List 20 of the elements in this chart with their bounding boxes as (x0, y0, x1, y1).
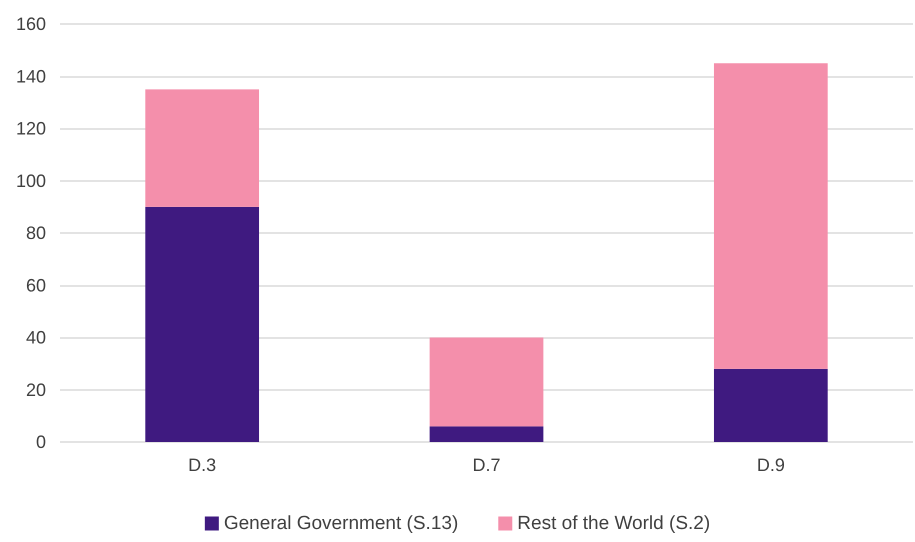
bar (714, 63, 828, 369)
y-tick-label: 120 (16, 118, 46, 138)
y-tick-label: 40 (26, 328, 46, 348)
y-tick-label: 100 (16, 170, 46, 191)
bar (145, 206, 260, 442)
y-tick-label: 60 (26, 275, 46, 296)
x-tick-label: D.3 (188, 455, 216, 475)
bar (430, 338, 544, 426)
y-tick-label: 140 (16, 66, 46, 86)
y-tick-label: 160 (16, 14, 46, 34)
y-tick-label: 20 (26, 380, 46, 400)
y-tick-label: 80 (26, 223, 46, 243)
bar (430, 426, 544, 442)
bar (145, 89, 260, 207)
x-tick-label: D.7 (472, 455, 501, 475)
bar (714, 368, 828, 442)
legend-label: General Government (S.13) (224, 513, 458, 534)
x-tick-label: D.9 (756, 455, 785, 475)
legend-label: Rest of the World (S.2) (517, 513, 710, 534)
y-tick-label: 0 (36, 432, 46, 452)
